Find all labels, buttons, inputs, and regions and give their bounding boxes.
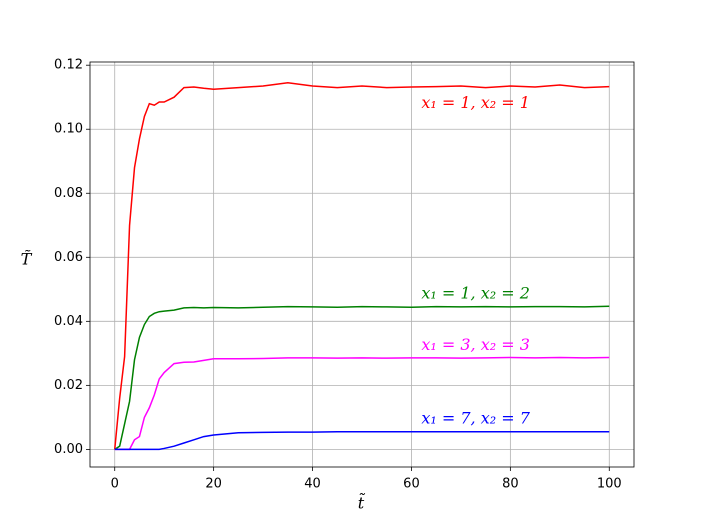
x-tick-label: 80: [502, 477, 519, 492]
y-tick-label: 0.04: [54, 314, 83, 329]
annotation: x₁ = 1, x₂ = 2: [421, 284, 530, 303]
y-tick-label: 0.06: [54, 250, 83, 265]
annotation: x₁ = 3, x₂ = 3: [421, 335, 530, 354]
x-tick-label: 20: [205, 477, 222, 492]
x-tick-label: 0: [111, 477, 119, 492]
series-line: [114, 305, 610, 451]
annotation: x₁ = 1, x₂ = 1: [421, 93, 530, 112]
y-tick-label: 0.02: [54, 378, 83, 393]
y-tick-label: 0.10: [54, 122, 83, 137]
x-tick-label: 40: [304, 477, 321, 492]
series-line: [114, 356, 610, 451]
x-axis-label: t̃: [358, 492, 366, 512]
x-tick-label: 100: [597, 477, 622, 492]
plot-frame: [89, 61, 635, 468]
y-axis-label: T̃: [21, 250, 33, 269]
y-tick-label: 0.00: [54, 442, 83, 457]
series-line: [113, 82, 610, 450]
annotation: x₁ = 7, x₂ = 7: [421, 408, 530, 427]
y-tick-label: 0.08: [54, 186, 83, 201]
x-tick-label: 60: [403, 477, 420, 492]
series-line: [114, 431, 610, 451]
y-tick-label: 0.12: [54, 58, 83, 73]
